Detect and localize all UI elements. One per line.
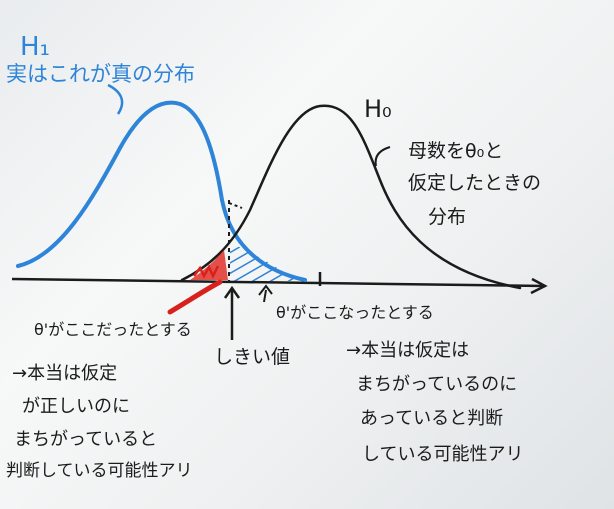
x-axis [11, 277, 546, 288]
h0-curve [180, 104, 522, 290]
h0-caption-line-1: 母数をθ₀と [408, 140, 504, 162]
h0-pointer [374, 146, 391, 167]
threshold-label: しきい値 [214, 346, 291, 368]
right-note-line-3: あっていると判断 [360, 408, 504, 429]
left-note-line-4: 判断している可能性アリ [6, 461, 193, 481]
left-note-line-2: が正しいのに [22, 396, 130, 417]
h0-caption-line-3: 分布 [428, 206, 467, 228]
left-note-line-3: まちがっていると [14, 429, 158, 450]
h0-caption-line-2: 仮定したときの [408, 172, 542, 194]
alpha-scribble [193, 264, 220, 279]
theta-right-label: θ'がここなったとする [276, 303, 434, 322]
threshold-cap [228, 202, 243, 209]
right-note-line-4: している可能性アリ [362, 444, 524, 465]
theta-marker-red [167, 279, 223, 315]
alpha-region [190, 250, 228, 280]
right-note-line-1: →本当は仮定は [346, 340, 470, 361]
threshold-arrow [223, 285, 241, 340]
left-note-line-1: →本当は仮定 [12, 363, 118, 384]
h1-caption: 実はこれが真の分布 [6, 62, 195, 86]
h0-label: H₀ [364, 95, 392, 123]
h1-pointer [107, 83, 124, 115]
theta-left-label: θ'がここだったとする [34, 320, 192, 339]
x-axis-arrowhead [530, 277, 548, 295]
h1-curve [16, 100, 307, 282]
h1-label: H₁ [20, 32, 50, 62]
theta-right-arrow [258, 284, 273, 303]
right-note-line-2: まちがっているのに [356, 374, 518, 395]
